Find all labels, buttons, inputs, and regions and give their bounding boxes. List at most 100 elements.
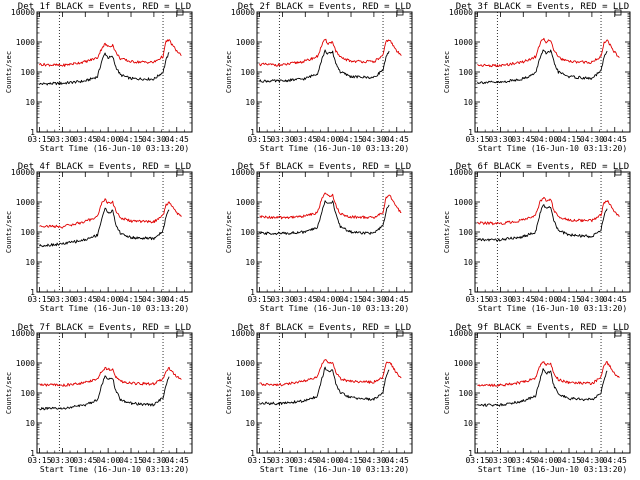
panel-title: Det 2f BLACK = Events, RED = LLD xyxy=(238,2,411,12)
events-series-line xyxy=(39,52,170,86)
y-tick-label: 1000 xyxy=(236,198,255,207)
lld-series-line xyxy=(477,361,620,387)
y-tick-label: 1 xyxy=(30,128,35,137)
lld-series-line xyxy=(259,38,402,67)
x-tick-label: 03:30 xyxy=(270,135,294,144)
x-tick-label: 04:15 xyxy=(339,135,363,144)
x-tick-label: 04:00 xyxy=(96,456,120,465)
y-tick-label: 10000 xyxy=(449,168,473,177)
x-axis-label: Start Time (16-Jun-10 03:13:20) xyxy=(40,465,189,474)
panel-det-1: Det 1f BLACK = Events, RED = LLD 1 10 100 10… xyxy=(5,2,193,153)
x-tick-label: 03:30 xyxy=(50,456,74,465)
y-tick-label: 1000 xyxy=(236,359,255,368)
x-tick-label: 04:30 xyxy=(580,295,604,304)
panel-title: Det 3f BLACK = Events, RED = LLD xyxy=(456,2,629,12)
x-tick-label: 03:45 xyxy=(511,456,535,465)
y-axis-label: Counts/sec xyxy=(225,51,233,93)
y-tick-label: 10000 xyxy=(231,8,255,17)
panel-det-9: Det 9f BLACK = Events, RED = LLD 1 10 100 10… xyxy=(443,323,631,474)
y-tick-label: 10000 xyxy=(449,8,473,17)
plot-frame xyxy=(474,332,631,454)
y-axis-label: Counts/sec xyxy=(225,211,233,253)
x-tick-label: 04:45 xyxy=(603,295,627,304)
x-tick-label: 04:30 xyxy=(142,456,166,465)
x-axis-label: Start Time (16-Jun-10 03:13:20) xyxy=(260,465,409,474)
lld-series-line xyxy=(259,359,402,387)
events-series-line xyxy=(259,49,390,83)
panel-det-7: Det 7f BLACK = Events, RED = LLD 1 10 100 10… xyxy=(5,323,193,474)
y-tick-label: 100 xyxy=(241,389,256,398)
y-tick-label: 10000 xyxy=(11,168,35,177)
plot-frame xyxy=(256,332,413,454)
panel-det-3: Det 3f BLACK = Events, RED = LLD 1 10 100 10… xyxy=(443,2,631,153)
y-axis-label: Counts/sec xyxy=(443,372,451,414)
x-tick-label: 03:15 xyxy=(27,135,51,144)
panel-title: Det 8f BLACK = Events, RED = LLD xyxy=(238,323,411,333)
panel-title: Det 5f BLACK = Events, RED = LLD xyxy=(238,162,411,172)
x-tick-label: 03:45 xyxy=(73,135,97,144)
x-tick-label: 04:30 xyxy=(580,135,604,144)
plot-frame xyxy=(36,332,193,454)
x-tick-label: 03:45 xyxy=(511,295,535,304)
x-tick-label: 03:15 xyxy=(27,456,51,465)
y-tick-label: 10 xyxy=(245,419,255,428)
y-tick-label: 10 xyxy=(245,98,255,107)
y-tick-label: 1 xyxy=(30,449,35,458)
events-series-line xyxy=(477,204,608,242)
y-tick-label: 10000 xyxy=(449,329,473,338)
x-tick-label: 04:15 xyxy=(119,135,143,144)
y-tick-label: 100 xyxy=(459,68,474,77)
lld-series-line xyxy=(259,192,402,220)
y-tick-label: 1000 xyxy=(16,198,35,207)
y-tick-label: 1 xyxy=(250,288,255,297)
y-tick-label: 100 xyxy=(241,68,256,77)
x-tick-label: 03:15 xyxy=(247,456,271,465)
y-axis-label: Counts/sec xyxy=(443,211,451,253)
x-tick-label: 04:45 xyxy=(165,135,189,144)
lld-series-line xyxy=(477,196,620,226)
y-tick-label: 1000 xyxy=(16,359,35,368)
y-tick-label: 10000 xyxy=(11,329,35,338)
y-tick-label: 10 xyxy=(463,258,473,267)
x-tick-label: 04:45 xyxy=(165,295,189,304)
x-tick-label: 04:00 xyxy=(534,135,558,144)
x-tick-label: 03:45 xyxy=(73,295,97,304)
x-tick-label: 03:45 xyxy=(511,135,535,144)
panel-det-5: Det 5f BLACK = Events, RED = LLD 1 10 100 10… xyxy=(225,162,413,313)
panel-title: Det 7f BLACK = Events, RED = LLD xyxy=(18,323,191,333)
x-tick-label: 04:30 xyxy=(142,135,166,144)
y-tick-label: 10 xyxy=(25,419,35,428)
x-tick-label: 04:00 xyxy=(534,295,558,304)
x-tick-label: 04:45 xyxy=(385,295,409,304)
x-tick-label: 03:45 xyxy=(293,295,317,304)
x-axis-label: Start Time (16-Jun-10 03:13:20) xyxy=(40,144,189,153)
plot-frame xyxy=(36,171,193,293)
x-tick-label: 04:15 xyxy=(557,295,581,304)
y-tick-label: 1 xyxy=(250,128,255,137)
x-axis-label: Start Time (16-Jun-10 03:13:20) xyxy=(40,304,189,313)
x-tick-label: 04:00 xyxy=(534,456,558,465)
x-tick-label: 03:15 xyxy=(27,295,51,304)
y-tick-label: 100 xyxy=(459,228,474,237)
x-axis-label: Start Time (16-Jun-10 03:13:20) xyxy=(478,304,627,313)
lld-series-line xyxy=(39,198,182,229)
y-tick-label: 100 xyxy=(21,68,36,77)
x-tick-label: 04:15 xyxy=(557,456,581,465)
x-tick-label: 04:30 xyxy=(142,295,166,304)
lld-series-line xyxy=(477,37,620,68)
x-tick-label: 03:30 xyxy=(50,135,74,144)
x-tick-label: 04:15 xyxy=(557,135,581,144)
x-axis-label: Start Time (16-Jun-10 03:13:20) xyxy=(478,465,627,474)
y-tick-label: 10000 xyxy=(231,329,255,338)
y-tick-label: 1 xyxy=(250,449,255,458)
y-axis-label: Counts/sec xyxy=(5,372,13,414)
x-tick-label: 04:30 xyxy=(580,456,604,465)
x-tick-label: 04:15 xyxy=(119,295,143,304)
x-tick-label: 03:30 xyxy=(270,295,294,304)
x-tick-label: 04:00 xyxy=(96,135,120,144)
y-tick-label: 10 xyxy=(25,258,35,267)
y-tick-label: 10 xyxy=(463,98,473,107)
panel-title: Det 9f BLACK = Events, RED = LLD xyxy=(456,323,629,333)
x-axis-label: Start Time (16-Jun-10 03:13:20) xyxy=(260,144,409,153)
y-tick-label: 1000 xyxy=(454,198,473,207)
